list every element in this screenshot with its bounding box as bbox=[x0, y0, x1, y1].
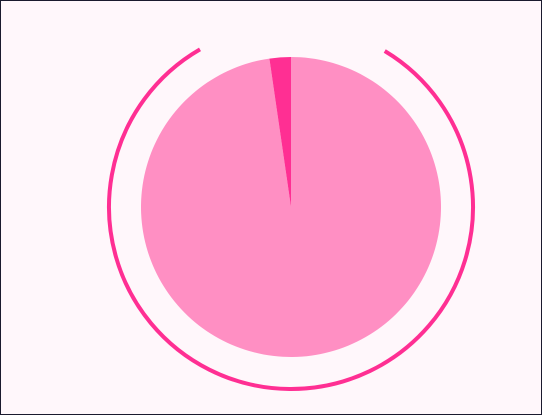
pie-slice-1 bbox=[141, 57, 442, 357]
outer-arc bbox=[107, 47, 475, 391]
pie-slice-2 bbox=[269, 57, 291, 207]
